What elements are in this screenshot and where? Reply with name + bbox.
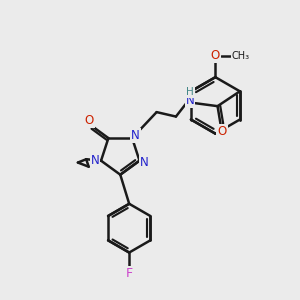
- Text: F: F: [126, 267, 133, 280]
- Text: CH₃: CH₃: [232, 51, 250, 61]
- Text: N: N: [185, 94, 194, 107]
- Text: N: N: [140, 156, 148, 169]
- Text: O: O: [85, 114, 94, 127]
- Text: H: H: [186, 87, 194, 97]
- Text: O: O: [218, 125, 226, 138]
- Text: O: O: [211, 49, 220, 62]
- Text: N: N: [131, 129, 140, 142]
- Text: N: N: [91, 154, 100, 167]
